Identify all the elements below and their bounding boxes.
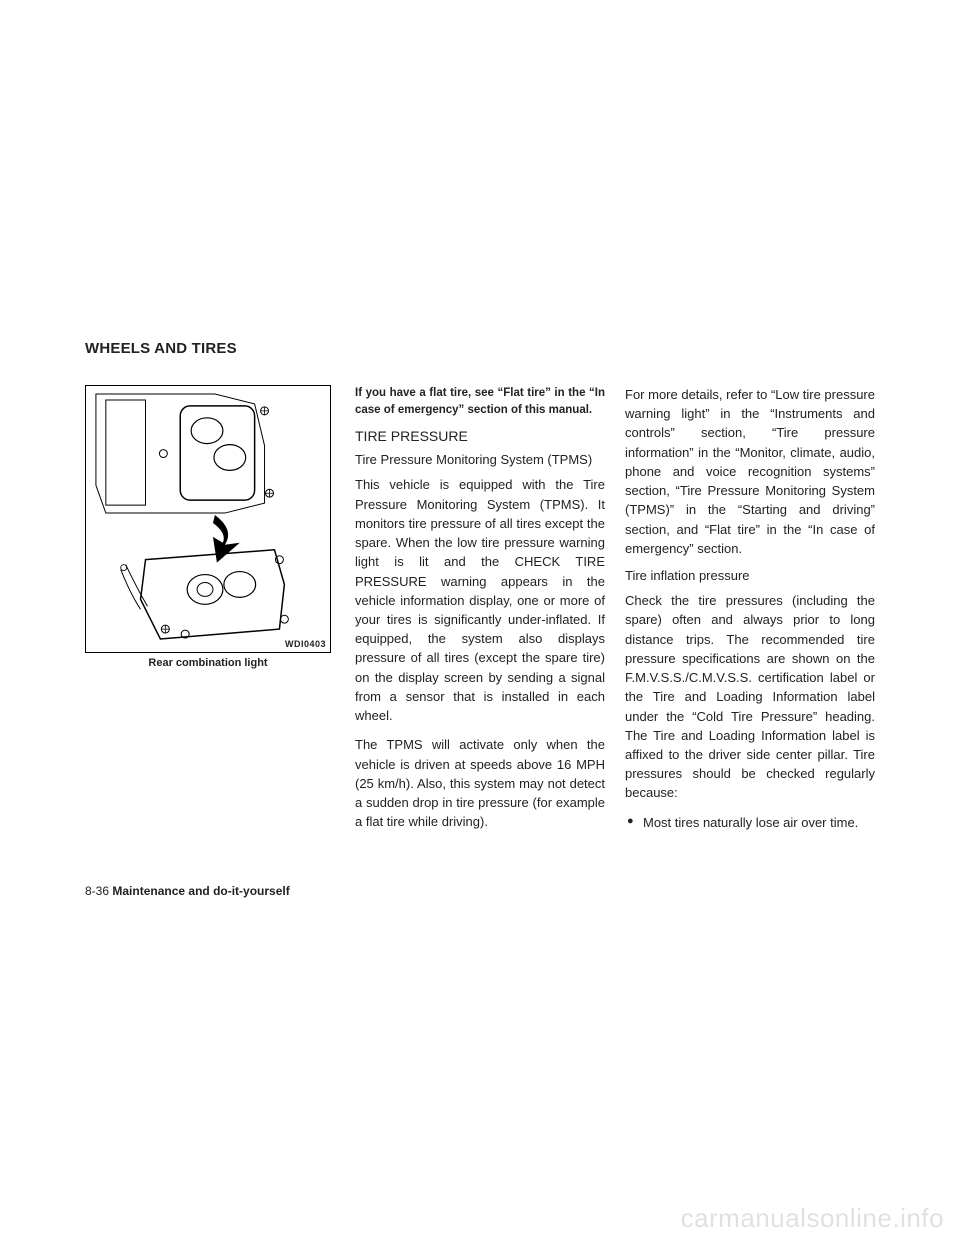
heading-tire-inflation: Tire inflation pressure <box>625 568 875 583</box>
figure-caption: Rear combination light <box>85 657 331 669</box>
tpms-description: This vehicle is equipped with the Tire P… <box>355 475 605 725</box>
list-item: Most tires naturally lose air over time. <box>625 813 875 832</box>
flat-tire-note: If you have a flat tire, see “Flat tire”… <box>355 385 605 418</box>
page-number: 8-36 <box>85 884 109 898</box>
heading-tpms: Tire Pressure Monitoring System (TPMS) <box>355 452 605 467</box>
columns: WDI0403 Rear combination light If you ha… <box>85 385 875 842</box>
figure-rear-combination-light: WDI0403 <box>85 385 331 653</box>
content-area: WHEELS AND TIRES <box>85 340 875 842</box>
tire-inflation-text: Check the tire pressures (including the … <box>625 591 875 803</box>
page-footer: 8-36 Maintenance and do-it-yourself <box>85 884 290 898</box>
section-title: WHEELS AND TIRES <box>85 340 875 357</box>
more-details: For more details, refer to “Low tire pre… <box>625 385 875 558</box>
column-1: WDI0403 Rear combination light <box>85 385 335 842</box>
heading-tire-pressure: TIRE PRESSURE <box>355 428 605 444</box>
column-3: For more details, refer to “Low tire pre… <box>625 385 875 842</box>
manual-page: WHEELS AND TIRES <box>0 0 960 1242</box>
footer-section-title: Maintenance and do-it-yourself <box>112 884 289 898</box>
figure-code: WDI0403 <box>285 639 326 649</box>
reasons-list: Most tires naturally lose air over time. <box>625 813 875 832</box>
tpms-activation: The TPMS will activate only when the veh… <box>355 735 605 831</box>
rear-combination-light-illustration <box>86 386 330 652</box>
column-2: If you have a flat tire, see “Flat tire”… <box>355 385 605 842</box>
watermark: carmanualsonline.info <box>681 1203 944 1234</box>
